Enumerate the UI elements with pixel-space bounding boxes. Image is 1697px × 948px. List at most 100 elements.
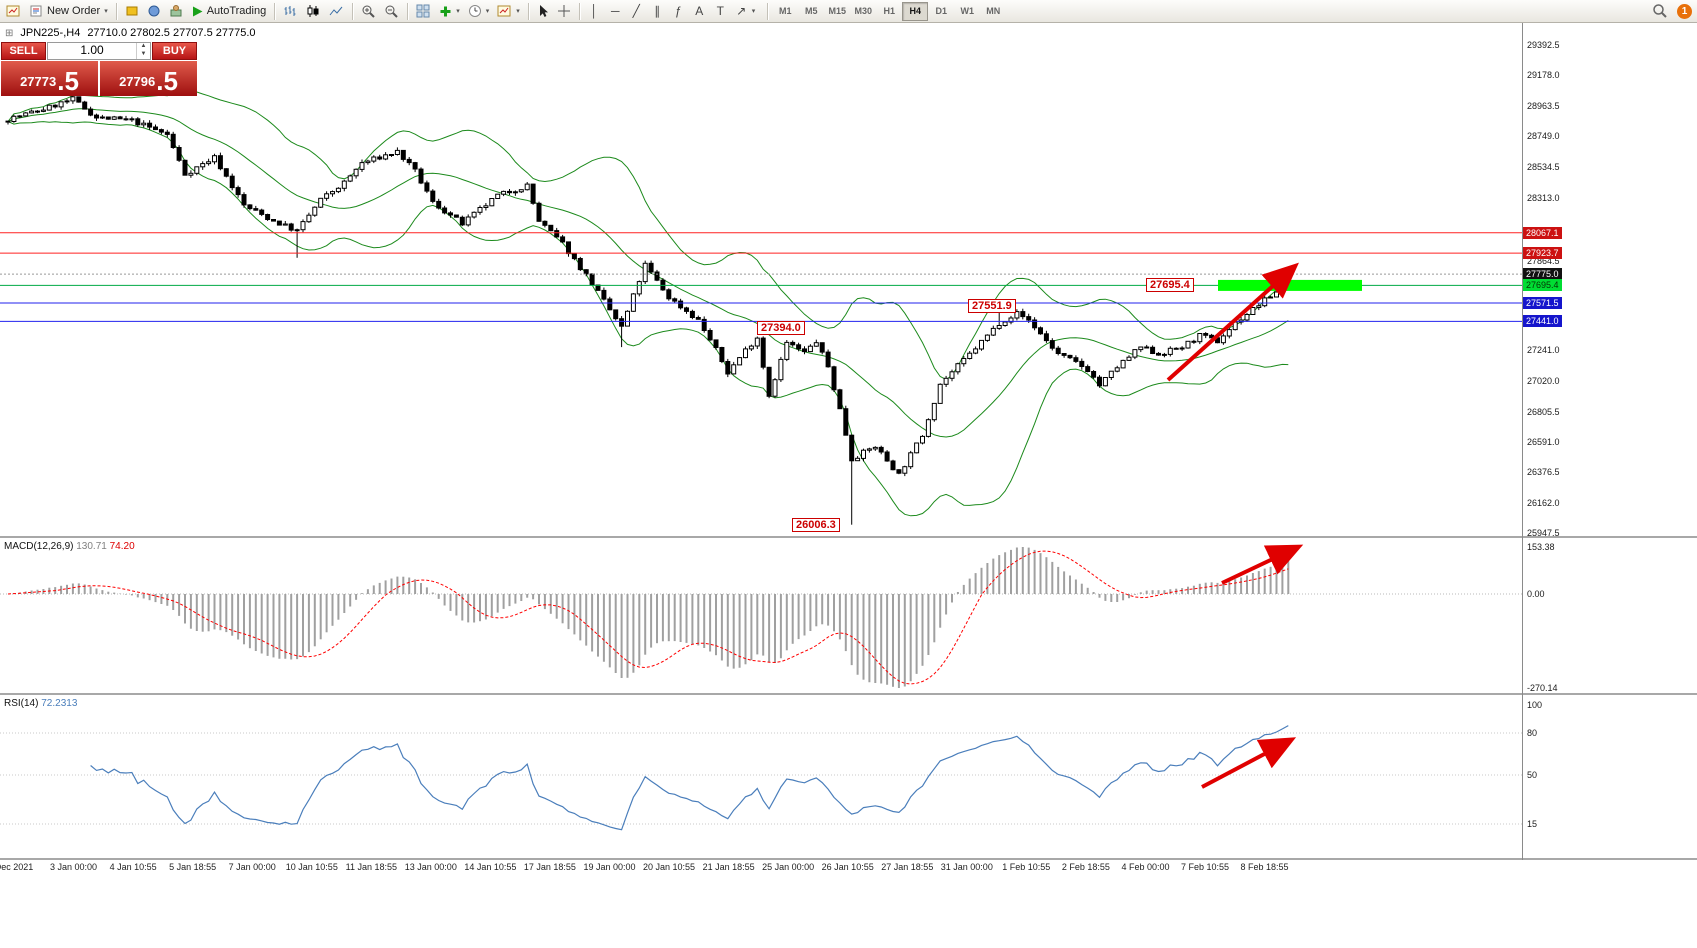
timeframe-m15-button[interactable]: M15 xyxy=(828,6,847,16)
trendline-glyph-icon: ╱ xyxy=(632,4,640,18)
pane-separator[interactable] xyxy=(0,693,1697,695)
crosshair-button[interactable] xyxy=(553,0,575,22)
buy-button[interactable]: BUY xyxy=(152,42,197,60)
autotrading-button[interactable]: AutoTrading xyxy=(187,0,271,22)
notifications-badge[interactable]: 1 xyxy=(1677,3,1692,19)
timeframe-w1-button[interactable]: W1 xyxy=(960,6,975,16)
cursor-button[interactable] xyxy=(533,0,553,22)
rsi-label: RSI(14) 72.2313 xyxy=(4,698,78,709)
price-annotation[interactable]: 26006.3 xyxy=(792,517,840,532)
chart-ohlc-values: 27710.0 27802.5 27707.5 27775.0 xyxy=(87,27,256,39)
timeframe-d1-button[interactable]: D1 xyxy=(935,6,948,16)
metaeditor-icon xyxy=(125,4,139,18)
horizontal-line-glyph-icon: ─ xyxy=(611,4,620,18)
arrows-button[interactable]: ↗ ▾ xyxy=(731,0,760,22)
timeframe-m5-button[interactable]: M5 xyxy=(805,6,818,16)
macd-main-value: 130.71 xyxy=(76,541,107,552)
time-tick: 4 Jan 10:55 xyxy=(109,862,157,872)
metaeditor-button[interactable] xyxy=(121,0,143,22)
text-label-glyph-icon: T xyxy=(716,4,724,18)
text-label-button[interactable]: T xyxy=(710,0,731,22)
volume-stepper[interactable]: ▲ ▼ xyxy=(136,43,150,59)
pane-separator[interactable] xyxy=(0,536,1697,538)
timeframe-mn-button[interactable]: MN xyxy=(986,6,1001,16)
timeframe-m1-button[interactable]: M1 xyxy=(779,6,792,16)
equidistant-channel-glyph-icon: ∥ xyxy=(654,4,661,18)
chart-window-button[interactable] xyxy=(2,0,25,22)
price-tick: 28749.0 xyxy=(1527,131,1560,142)
zoom-in-button[interactable] xyxy=(357,0,380,22)
toolbar-separator xyxy=(578,2,580,20)
toolbar-separator xyxy=(352,2,354,20)
macd-pane[interactable] xyxy=(0,538,1522,698)
text-glyph-icon: A xyxy=(695,4,704,18)
bar-chart-button[interactable] xyxy=(279,0,302,22)
fibonacci-button[interactable]: ƒ xyxy=(668,0,689,22)
candles xyxy=(5,94,1291,525)
volume-down-icon[interactable]: ▼ xyxy=(140,51,147,57)
horizontal-line-button[interactable]: ─ xyxy=(605,0,626,22)
trendline-button[interactable]: ╱ xyxy=(626,0,647,22)
price-annotation[interactable]: 27394.0 xyxy=(757,321,805,336)
time-tick: 26 Jan 10:55 xyxy=(821,862,874,872)
toolbar-separator xyxy=(115,2,117,20)
sell-price-panel[interactable]: 27773 .5 xyxy=(1,61,98,96)
time-tick: 8 Feb 18:55 xyxy=(1240,862,1289,872)
tile-windows-button[interactable] xyxy=(412,0,435,22)
volume-value[interactable]: 1.00 xyxy=(80,43,104,57)
pane-separator[interactable] xyxy=(0,858,1697,860)
sell-price-main: 27773 xyxy=(20,74,57,89)
market-watch-button[interactable] xyxy=(165,0,187,22)
timeframe-h4-button[interactable]: H4 xyxy=(902,1,929,21)
toolbar-separator xyxy=(407,2,409,20)
indicator-tick: -270.14 xyxy=(1527,683,1558,693)
text-button[interactable]: A xyxy=(689,0,710,22)
indicators-button[interactable]: ▾ xyxy=(435,0,464,22)
zoom-out-icon xyxy=(384,4,399,18)
rsi-pane[interactable] xyxy=(0,695,1522,863)
price-tick: 27241.0 xyxy=(1527,344,1560,355)
zoom-out-button[interactable] xyxy=(380,0,403,22)
toolbar-right: 1 xyxy=(1648,0,1695,22)
time-tick: 27 Jan 18:55 xyxy=(881,862,934,872)
chart-window-icon xyxy=(6,4,21,18)
candlestick-chart-button[interactable] xyxy=(302,0,325,22)
new-order-button[interactable]: New Order ▾ xyxy=(25,0,112,22)
price-level-badge: 27695.4 xyxy=(1523,279,1562,292)
candlestick-chart-icon xyxy=(306,4,321,18)
search-button[interactable] xyxy=(1648,0,1672,22)
periods-button[interactable]: ▾ xyxy=(464,0,494,22)
strategy-tester-button[interactable] xyxy=(143,0,165,22)
time-tick: 20 Jan 10:55 xyxy=(642,862,696,872)
price-annotation[interactable]: 27695.4 xyxy=(1146,278,1194,293)
volume-up-icon[interactable]: ▲ xyxy=(140,43,147,49)
buy-price-main: 27796 xyxy=(119,74,156,89)
price-annotation[interactable]: 27551.9 xyxy=(968,298,1016,313)
chart-window[interactable]: ⊞ JPN225-,H4 27710.0 27802.5 27707.5 277… xyxy=(0,23,1697,948)
crosshair-icon xyxy=(557,4,571,18)
timeframe-m30-button[interactable]: M30 xyxy=(854,6,873,16)
macd-signal-line xyxy=(7,550,1289,685)
vertical-line-button[interactable]: │ xyxy=(584,0,605,22)
one-click-trading-panel: SELL 1.00 ▲ ▼ BUY 27773 .5 27796 .5 xyxy=(1,42,197,96)
templates-icon xyxy=(497,4,512,18)
time-tick: 5 Jan 18:55 xyxy=(169,862,217,872)
price-chart-pane[interactable] xyxy=(0,23,1522,541)
timeframe-h1-button[interactable]: H1 xyxy=(883,6,896,16)
line-chart-button[interactable] xyxy=(325,0,348,22)
search-icon xyxy=(1652,3,1668,19)
price-tick: 28534.5 xyxy=(1527,161,1560,172)
chart-title: ⊞ JPN225-,H4 27710.0 27802.5 27707.5 277… xyxy=(5,27,256,39)
cursor-icon xyxy=(537,4,549,18)
time-tick: 14 Jan 10:55 xyxy=(464,862,517,872)
time-tick: 4 Feb 00:00 xyxy=(1121,862,1170,872)
price-tick: 26591.0 xyxy=(1527,436,1560,447)
buy-price-panel[interactable]: 27796 .5 xyxy=(100,61,197,96)
sell-button[interactable]: SELL xyxy=(1,42,46,60)
templates-button[interactable]: ▾ xyxy=(493,0,524,22)
equidistant-channel-button[interactable]: ∥ xyxy=(647,0,668,22)
toolbar-separator xyxy=(527,2,529,20)
volume-input[interactable]: 1.00 ▲ ▼ xyxy=(47,42,151,60)
price-tick: 28313.0 xyxy=(1527,192,1560,203)
price-axis-divider xyxy=(1522,23,1523,860)
